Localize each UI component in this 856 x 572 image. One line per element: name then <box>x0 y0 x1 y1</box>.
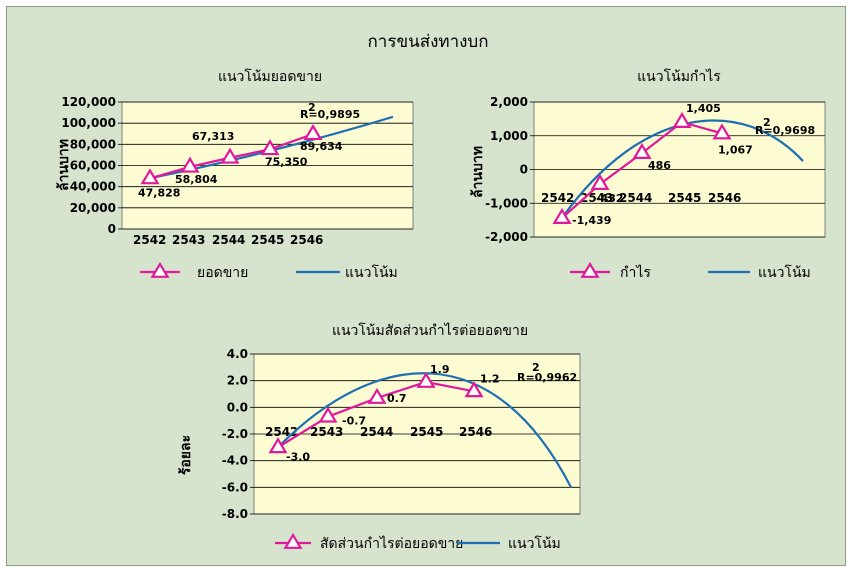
y-tick-label: -2,000 <box>485 230 528 244</box>
data-label: -0.7 <box>342 415 366 428</box>
y-tick-label: 120,000 <box>61 95 116 109</box>
data-label: 1,067 <box>718 143 753 156</box>
x-tick-label: 2542 <box>541 191 574 205</box>
y-tick-label: -4.0 <box>222 454 248 468</box>
legend-trend-label: แนวโน้ม <box>758 264 811 281</box>
data-label: -432 <box>596 192 624 205</box>
y-tick-label: 1,000 <box>490 129 528 143</box>
y-axis-label: ล้านบาท <box>56 139 72 191</box>
y-tick-label: 80,000 <box>70 137 116 151</box>
legend-series-marker <box>582 264 597 277</box>
chart-1: 0 20,000 40,000 60,000 80,000 100,000 120,000 2… <box>56 68 413 281</box>
data-label: 58,804 <box>175 173 218 186</box>
y-tick-label: 2.0 <box>227 374 248 388</box>
legend-trend-label: แนวโน้ม <box>508 535 561 552</box>
data-label: 67,313 <box>192 130 234 143</box>
legend-trend-label: แนวโน้ม <box>345 264 398 281</box>
x-tick-label: 2546 <box>290 233 323 247</box>
x-tick-label: 2545 <box>410 425 443 439</box>
r2-label: R=0,9962 <box>517 371 577 384</box>
data-label: 0.7 <box>387 392 407 405</box>
chart-title: แนวโน้มยอดขาย <box>218 68 322 85</box>
data-label: 1.2 <box>480 372 500 385</box>
y-tick-label: 0.0 <box>227 400 248 414</box>
data-label: 1,405 <box>686 102 721 115</box>
x-tick-label: 2546 <box>708 191 741 205</box>
y-tick-label: 20,000 <box>70 201 116 215</box>
y-tick-label: -1,000 <box>485 196 528 210</box>
data-label: 75,350 <box>265 155 308 168</box>
y-tick-label: 100,000 <box>61 116 116 130</box>
x-tick-label: 2545 <box>251 233 284 247</box>
data-label: -1,439 <box>572 214 611 227</box>
legend-series-label: กำไร <box>620 264 651 281</box>
y-tick-label: 0 <box>520 163 528 177</box>
x-tick-label: 2545 <box>668 191 701 205</box>
data-label: 47,828 <box>138 186 180 199</box>
chart-title: แนวโน้มสัดส่วนกำไรต่อยอดขาย <box>332 322 528 339</box>
y-axis-label: ล้านบาท <box>470 146 486 198</box>
y-tick-label: 4.0 <box>227 347 248 361</box>
legend-series-marker <box>152 264 167 277</box>
x-tick-label: 2544 <box>619 191 652 205</box>
x-tick-label: 2542 <box>133 233 166 247</box>
y-tick-label: 60,000 <box>70 159 116 173</box>
y-tick-label: -8.0 <box>222 507 248 521</box>
x-tick-label: 2543 <box>172 233 205 247</box>
data-label: 1.9 <box>430 363 450 376</box>
y-tick-label: 0 <box>108 222 116 236</box>
y-tick-label: 2,000 <box>490 95 528 109</box>
x-tick-label: 2543 <box>310 425 343 439</box>
legend-series-marker <box>285 535 300 548</box>
legend-series-label: สัดส่วนกำไรต่อยอดขาย <box>320 535 463 552</box>
y-tick-label: -2.0 <box>222 427 248 441</box>
data-label: 486 <box>648 159 671 172</box>
r2-label: R=0,9895 <box>300 108 360 121</box>
legend-series-label: ยอดขาย <box>197 265 248 281</box>
data-label: 89,634 <box>300 140 343 153</box>
y-tick-label: 40,000 <box>70 180 116 194</box>
x-tick-label: 2546 <box>459 425 492 439</box>
r2-label: R=0,9698 <box>755 124 815 137</box>
chart-title: แนวโน้มกำไร <box>637 68 721 85</box>
x-tick-label: 2544 <box>212 233 245 247</box>
y-tick-label: -6.0 <box>222 480 248 494</box>
y-axis-label: ร้อยละ <box>178 435 194 475</box>
data-label: -3.0 <box>286 450 310 463</box>
